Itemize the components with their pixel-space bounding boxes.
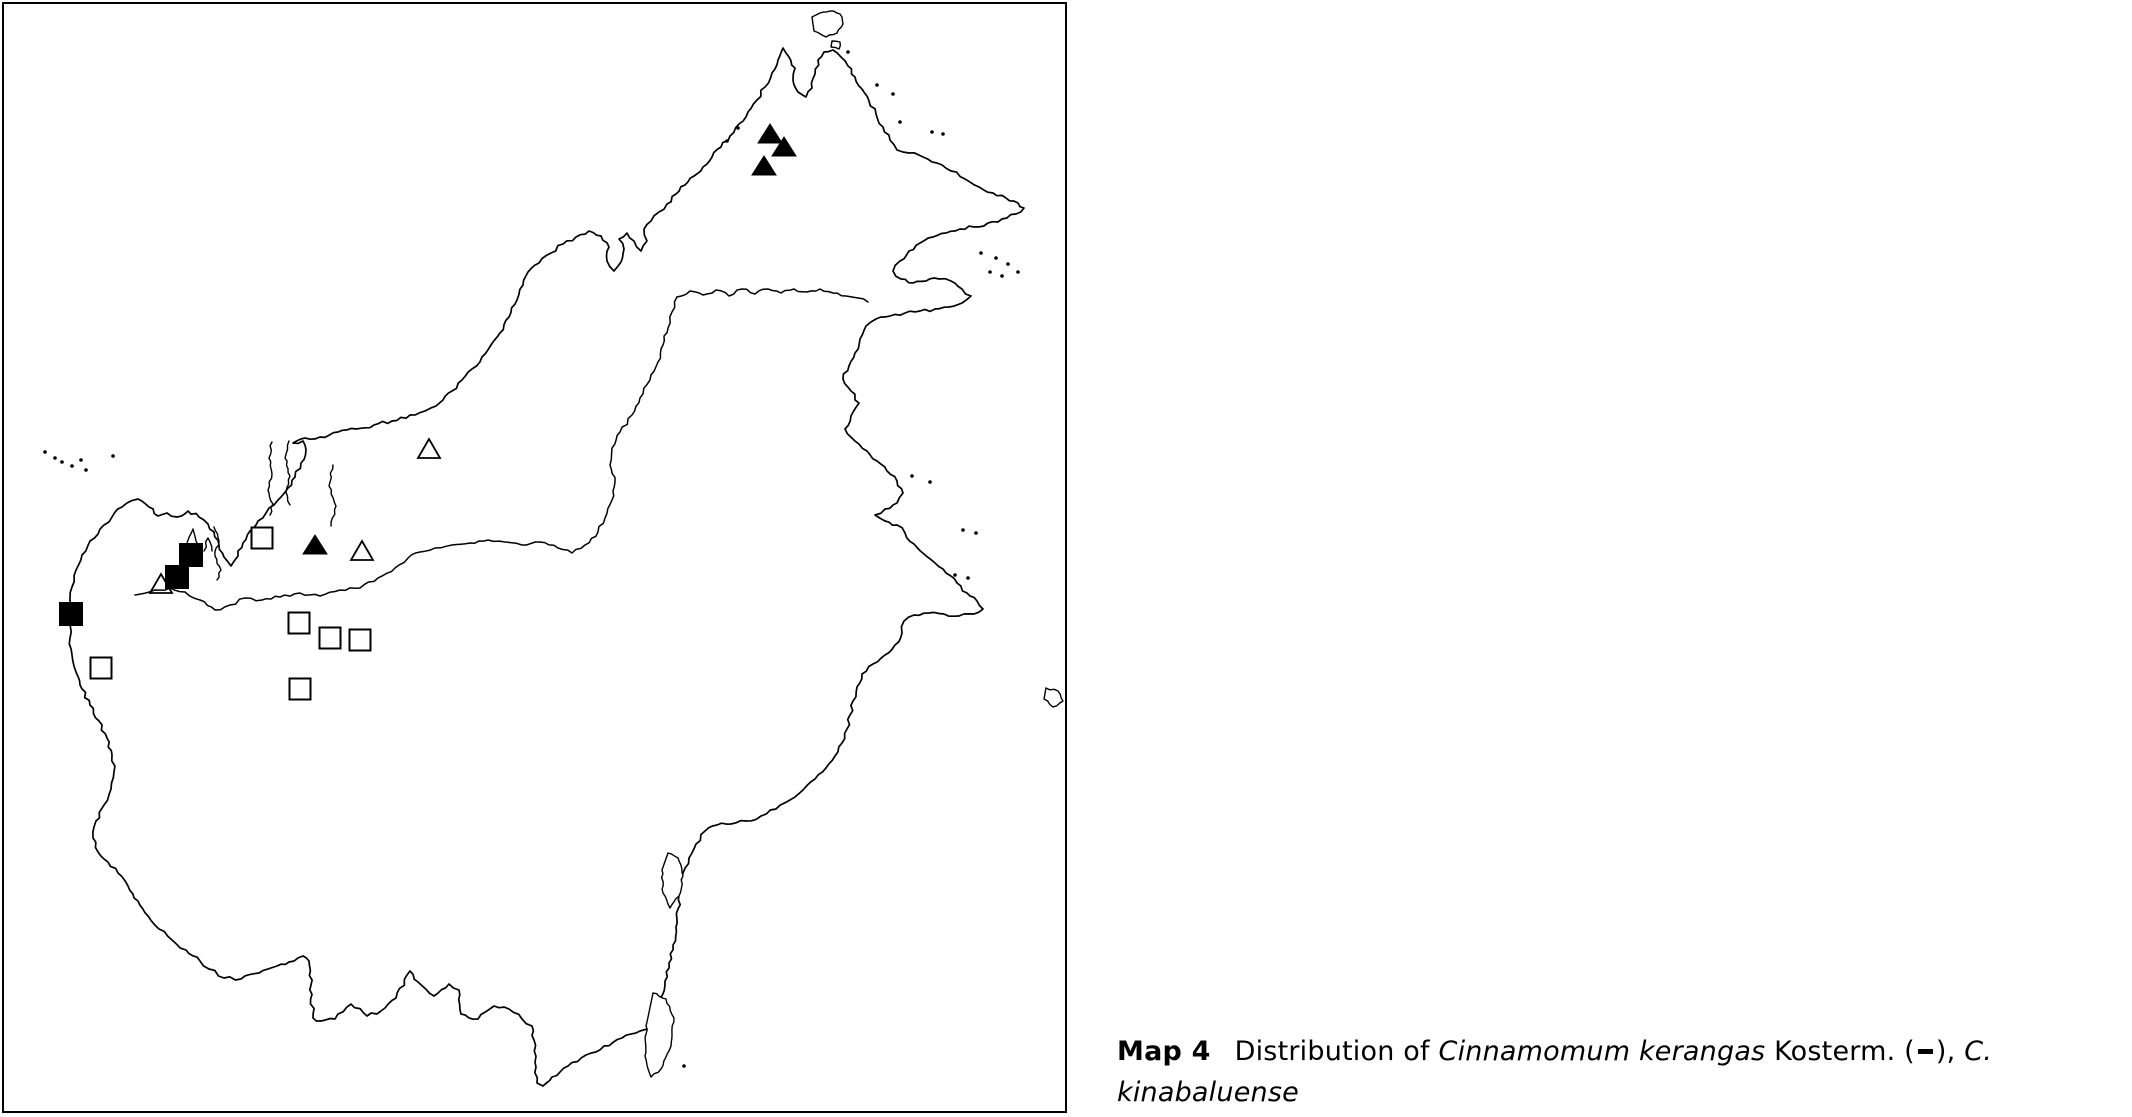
map-frame — [2, 2, 1067, 1113]
filled-triangle-marker — [751, 155, 777, 176]
river-4 — [328, 464, 337, 527]
islet-20 — [60, 460, 64, 464]
open-triangle-marker — [416, 437, 442, 459]
filled-triangle-marker — [302, 534, 328, 555]
islet-1 — [846, 50, 850, 54]
islet-23 — [84, 468, 88, 472]
open-triangle-marker — [349, 539, 375, 561]
island-1 — [811, 10, 844, 38]
river-1 — [267, 441, 274, 516]
islet-17 — [953, 573, 957, 577]
figure-caption: Map 4 Distribution of Cinnamomum kerangas… — [1117, 1031, 2129, 1117]
islet-22 — [79, 458, 83, 462]
islet-19 — [682, 1064, 686, 1068]
river-2 — [284, 440, 291, 506]
species-name: Cinnamomum kerangas — [1438, 1036, 1766, 1067]
islet-15 — [961, 528, 965, 532]
islet-10 — [988, 270, 992, 274]
islet-3 — [891, 92, 895, 96]
legend-symbol-dash — [1917, 1049, 1933, 1054]
open-square-marker — [89, 656, 113, 680]
caption-segment: Kosterm. ( — [1765, 1036, 1915, 1067]
islet-5 — [930, 130, 934, 134]
open-square-marker — [250, 526, 274, 550]
open-square-marker — [288, 677, 312, 701]
open-square-marker — [348, 628, 372, 652]
river-3 — [213, 526, 222, 581]
legend-symbol-open-triangle: △ — [1907, 1113, 1928, 1117]
river-6 — [203, 537, 213, 552]
islet-8 — [994, 256, 998, 260]
islet-4 — [898, 120, 902, 124]
islet-18 — [966, 576, 970, 580]
islet-16 — [974, 531, 978, 535]
borneo-distribution-map — [43, 10, 1064, 1087]
island-4 — [644, 992, 675, 1078]
filled-square-marker — [179, 543, 203, 567]
islet-14 — [928, 480, 932, 484]
islet-6 — [941, 132, 945, 136]
filled-square-marker — [59, 602, 83, 626]
caption-segment: ), — [1935, 1036, 1965, 1067]
filled-triangle-marker — [757, 123, 783, 144]
islet-21 — [70, 464, 74, 468]
caption-text: Distribution of Cinnamomum kerangas Kost… — [1117, 1036, 1992, 1117]
island-3 — [660, 852, 684, 909]
filled-square-marker — [165, 565, 189, 589]
borneo-coastline — [66, 47, 1025, 1087]
islet-7 — [979, 251, 983, 255]
open-square-marker — [287, 611, 311, 635]
islet-28 — [736, 126, 740, 130]
open-square-marker — [318, 626, 342, 650]
islet-12 — [1016, 270, 1020, 274]
caption-segment: Distribution of — [1234, 1036, 1439, 1067]
islet-2 — [875, 83, 879, 87]
islet-9 — [1006, 262, 1010, 266]
islet-27 — [725, 139, 729, 143]
river-5 — [185, 528, 200, 550]
island-2 — [830, 40, 841, 50]
species-name: C. kinabaluense — [1117, 1036, 1993, 1108]
internal-boundary-2 — [676, 288, 869, 303]
islet-26 — [111, 454, 115, 458]
internal-boundary-1 — [134, 296, 678, 611]
island-5 — [1043, 687, 1064, 708]
islet-13 — [910, 474, 914, 478]
filled-triangle-marker — [771, 136, 797, 157]
islet-24 — [43, 450, 47, 454]
islet-11 — [1000, 274, 1004, 278]
caption-map-number: Map 4 — [1117, 1036, 1211, 1067]
islet-25 — [53, 456, 57, 460]
